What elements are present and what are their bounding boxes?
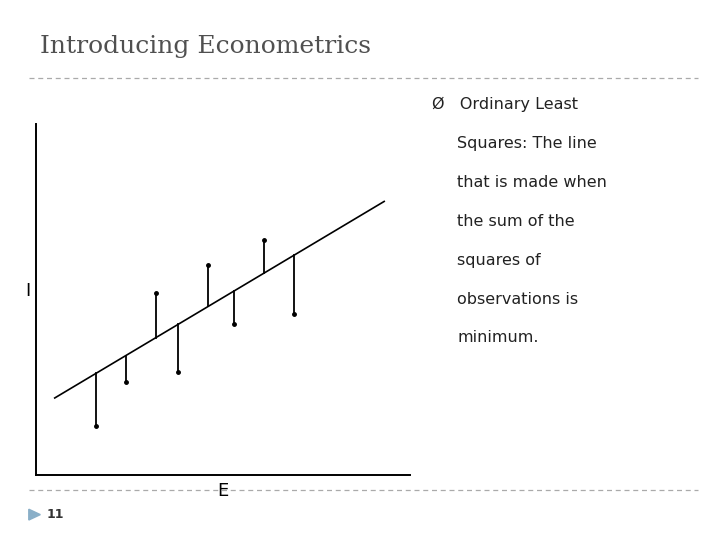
Text: Introducing Econometrics: Introducing Econometrics — [40, 35, 371, 58]
Y-axis label: I: I — [25, 282, 30, 300]
Text: observations is: observations is — [457, 292, 578, 307]
Text: the sum of the: the sum of the — [457, 214, 575, 229]
Text: that is made when: that is made when — [457, 175, 607, 190]
Text: minimum.: minimum. — [457, 330, 539, 346]
X-axis label: E: E — [217, 482, 229, 500]
Text: squares of: squares of — [457, 253, 541, 268]
Text: 11: 11 — [47, 508, 64, 521]
Text: Ø   Ordinary Least: Ø Ordinary Least — [432, 97, 578, 112]
Text: Squares: The line: Squares: The line — [457, 136, 597, 151]
